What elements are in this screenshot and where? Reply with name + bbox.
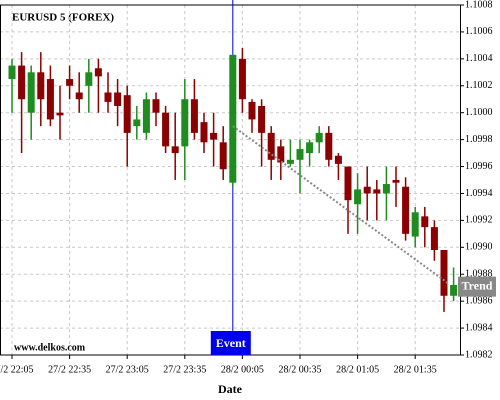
y-tick-label: 1.0998 <box>465 134 493 145</box>
candle-body <box>219 142 227 170</box>
candle-body <box>344 166 352 201</box>
x-tick-label: 28/2 01:05 <box>336 364 379 375</box>
y-tick-label: 1.1000 <box>465 107 493 118</box>
candle-body <box>210 132 218 140</box>
candle-body <box>392 180 400 183</box>
candle-body <box>8 65 16 80</box>
x-tick-label: 27/2 22:35 <box>48 364 91 375</box>
candle-body <box>104 92 112 102</box>
candle-body <box>315 132 323 143</box>
candle-body <box>258 105 266 133</box>
candle-body <box>450 285 458 296</box>
candle-body <box>277 146 285 163</box>
candle-body <box>27 72 35 113</box>
candle-body <box>296 149 304 160</box>
x-tick-label: 27/2 23:35 <box>163 364 206 375</box>
x-tick-label: 28/2 00:35 <box>278 364 321 375</box>
x-tick-label: 27/2 23:05 <box>106 364 149 375</box>
candle-body <box>440 250 448 296</box>
candle-body <box>267 132 275 160</box>
candle-body <box>373 189 381 194</box>
candle-body <box>248 101 256 120</box>
candle-body <box>133 119 141 127</box>
candle-body <box>334 155 342 164</box>
candle-body <box>123 95 131 133</box>
candle-body <box>37 72 45 100</box>
candle-body <box>306 142 314 154</box>
candle-body <box>56 112 64 116</box>
y-tick-label: 1.0986 <box>465 295 493 306</box>
y-tick-label: 1.1006 <box>465 26 493 37</box>
candle-body <box>18 65 26 100</box>
watermark: www.delkos.com <box>14 342 86 353</box>
candle-body <box>402 186 410 234</box>
candle-body <box>430 227 438 250</box>
candle-body <box>142 99 150 133</box>
event-box <box>210 331 251 355</box>
y-tick-label: 1.0982 <box>465 349 493 360</box>
candle-body <box>152 99 160 113</box>
candle-body <box>238 58 246 100</box>
candle-body <box>75 92 83 100</box>
candle-body <box>114 92 122 106</box>
candle-body <box>85 72 93 86</box>
y-tick-label: 1.0994 <box>465 188 493 199</box>
x-axis-title: Date <box>218 382 243 396</box>
x-tick-label: 28/2 01:35 <box>394 364 437 375</box>
chart-title: EURUSD 5 (FOREX) <box>12 12 114 24</box>
y-tick-label: 1.1002 <box>465 80 493 91</box>
y-tick-label: 1.0992 <box>465 215 493 226</box>
candle-body <box>190 99 198 133</box>
candle-body <box>363 186 371 194</box>
candle-body <box>421 216 429 228</box>
y-tick-label: 1.1004 <box>465 53 493 64</box>
trend-box <box>458 276 496 297</box>
x-tick-label: 28/2 00:05 <box>221 364 264 375</box>
candle-body <box>171 146 179 154</box>
candle-body <box>354 189 362 205</box>
x-tick-label: 27/2 22:05 <box>0 364 34 375</box>
y-tick-label: 1.0996 <box>465 161 493 172</box>
candle-body <box>162 112 170 147</box>
candle-body <box>200 122 208 143</box>
event-label: Event <box>216 336 246 350</box>
trend-line <box>232 125 450 285</box>
candle-body <box>66 79 74 86</box>
candle-body <box>181 99 189 147</box>
y-tick-label: 1.0990 <box>465 242 493 253</box>
candle-body <box>325 132 333 160</box>
trend-label: Trend <box>462 278 493 292</box>
candle-body <box>411 212 419 237</box>
y-tick-label: 1.0988 <box>465 269 493 280</box>
candle-body <box>46 79 54 120</box>
candle-body <box>229 54 237 183</box>
candle-body <box>382 184 390 194</box>
candle-body <box>94 68 102 77</box>
candle-body <box>286 159 294 164</box>
y-tick-label: 1.0984 <box>465 322 493 333</box>
y-tick-label: 1.1008 <box>465 0 493 10</box>
